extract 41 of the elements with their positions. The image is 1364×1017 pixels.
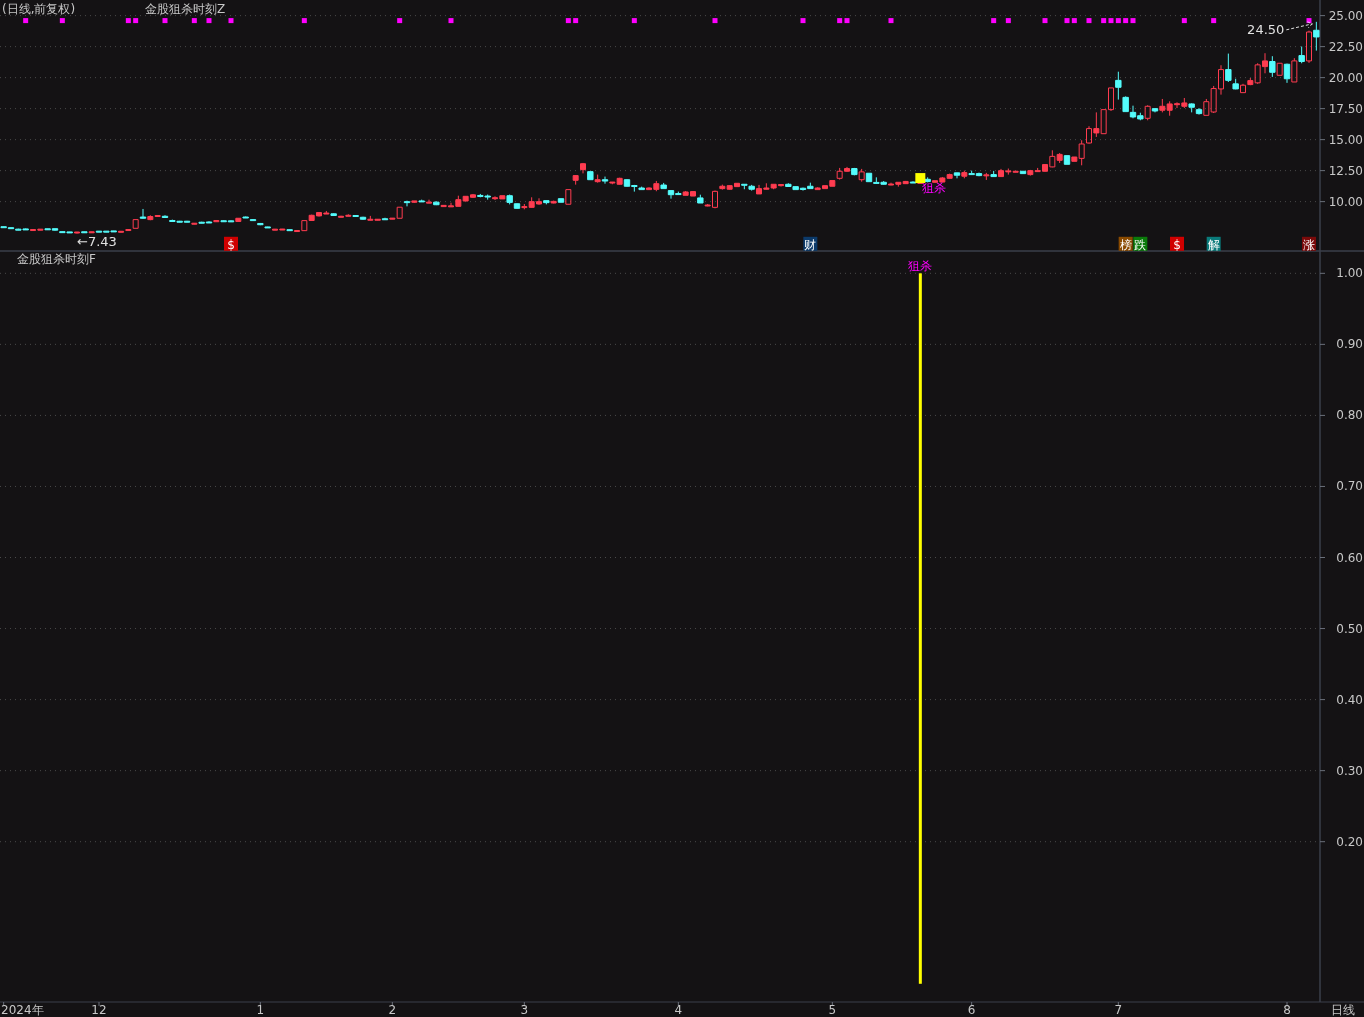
x-tick-label: 1 [256,1003,265,1017]
y-tick-label: 10.00 [1328,194,1363,209]
data-label: 狙杀 [922,181,947,196]
text: 日线 [1331,1003,1355,1017]
y-tick-label: 0.40 [1336,692,1363,707]
data-label: 涨 [1303,237,1315,252]
data-label: 财 [804,237,817,252]
chart-title: 金股狙杀时刻F [17,252,96,266]
x-tick-label: 12 [91,1003,107,1017]
y-tick-label: 0.90 [1336,337,1363,352]
y-tick-label: 0.50 [1336,621,1363,636]
y-tick-label: 1.00 [1336,266,1363,281]
y-tick-label: 0.80 [1336,408,1363,423]
y-tick-label: 0.20 [1336,834,1363,849]
x-tick-label: 7 [1114,1003,1123,1017]
y-tick-label: 12.50 [1328,163,1363,178]
y-tick-label: 0.30 [1336,763,1363,778]
y-tick-label: 0.70 [1336,479,1363,494]
data-label: 跌 [1134,237,1147,252]
annotation: ←7.43 [77,233,117,249]
x-tick-label: 4 [674,1003,683,1017]
y-tick-label: 22.50 [1328,39,1363,54]
chart-subtitle: 金股狙杀时刻Z [145,2,226,16]
y-tick-label: 17.50 [1328,101,1363,116]
y-tick-label: 0.60 [1336,550,1363,565]
y-tick-label: 20.00 [1328,70,1363,85]
x-tick-label: 2024年 [1,1003,44,1017]
data-label: 榜 [1119,237,1132,252]
y-tick-label: 25.00 [1328,8,1363,23]
data-label: 解 [1207,237,1220,252]
x-tick-label: 2 [388,1003,397,1017]
x-tick-label: 8 [1283,1003,1291,1017]
annotation: 24.50 [1247,21,1285,37]
data-label: 狙杀 [908,259,933,274]
x-tick-label: 3 [520,1003,529,1017]
data-label: $ [227,237,235,252]
chart-title: (日线,前复权) [2,2,76,16]
y-tick-label: 15.00 [1328,132,1363,147]
x-tick-label: 5 [828,1003,837,1017]
data-label: $ [1173,237,1181,252]
x-tick-label: 6 [967,1003,976,1017]
